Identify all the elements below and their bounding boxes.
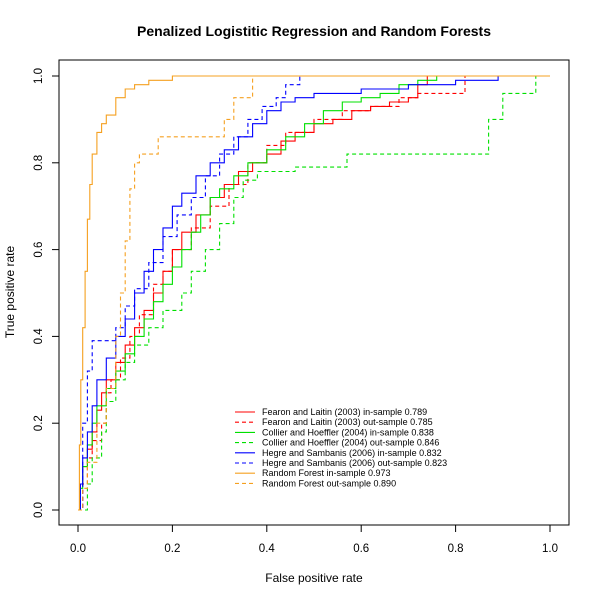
legend-entry: Hegre and Sambanis (2006) in-sample 0.83… bbox=[262, 448, 442, 458]
x-axis-label: False positive rate bbox=[265, 571, 363, 585]
series-line-5 bbox=[78, 75, 550, 511]
y-tick-label: 0.6 bbox=[33, 242, 45, 258]
y-axis: 0.0 0.2 0.4 0.6 0.8 1.0 bbox=[33, 68, 60, 518]
legend-entry: Random Forest in-sample 0.973 bbox=[262, 468, 391, 478]
x-tick-label: 0.2 bbox=[164, 543, 180, 555]
series-line-3 bbox=[78, 75, 550, 511]
series-line-6 bbox=[78, 75, 550, 511]
x-tick-label: 0.0 bbox=[70, 543, 86, 555]
x-tick-label: 0.6 bbox=[353, 543, 369, 555]
x-tick-label: 0.8 bbox=[448, 543, 464, 555]
chart-title: Penalized Logistitic Regression and Rand… bbox=[137, 23, 491, 39]
y-tick-label: 0.2 bbox=[33, 415, 45, 431]
y-axis-label: True positive rate bbox=[3, 246, 17, 339]
legend-entry: Collier and Hoeffler (2004) out-sample 0… bbox=[262, 438, 439, 448]
legend-entry: Random Forest out-sample 0.890 bbox=[262, 478, 396, 488]
x-tick-label: 0.4 bbox=[259, 543, 276, 555]
y-tick-label: 0.8 bbox=[33, 155, 45, 171]
y-tick-label: 0.4 bbox=[33, 328, 45, 345]
y-tick-label: 1.0 bbox=[33, 68, 45, 84]
x-axis: 0.0 0.2 0.4 0.6 0.8 1.0 bbox=[70, 524, 558, 555]
series-line-7 bbox=[78, 75, 550, 511]
series-layer bbox=[78, 75, 550, 511]
legend-entry: Fearon and Laitin (2003) in-sample 0.789 bbox=[262, 407, 427, 417]
series-line-8 bbox=[78, 75, 550, 511]
y-tick-label: 0.0 bbox=[33, 502, 45, 518]
legend-entry: Collier and Hoeffler (2004) in-sample 0.… bbox=[262, 427, 434, 437]
legend-entry: Hegre and Sambanis (2006) out-sample 0.8… bbox=[262, 458, 447, 468]
legend: Fearon and Laitin (2003) in-sample 0.789… bbox=[235, 407, 447, 488]
x-tick-label: 1.0 bbox=[542, 543, 558, 555]
legend-entry: Fearon and Laitin (2003) out-sample 0.78… bbox=[262, 417, 433, 427]
